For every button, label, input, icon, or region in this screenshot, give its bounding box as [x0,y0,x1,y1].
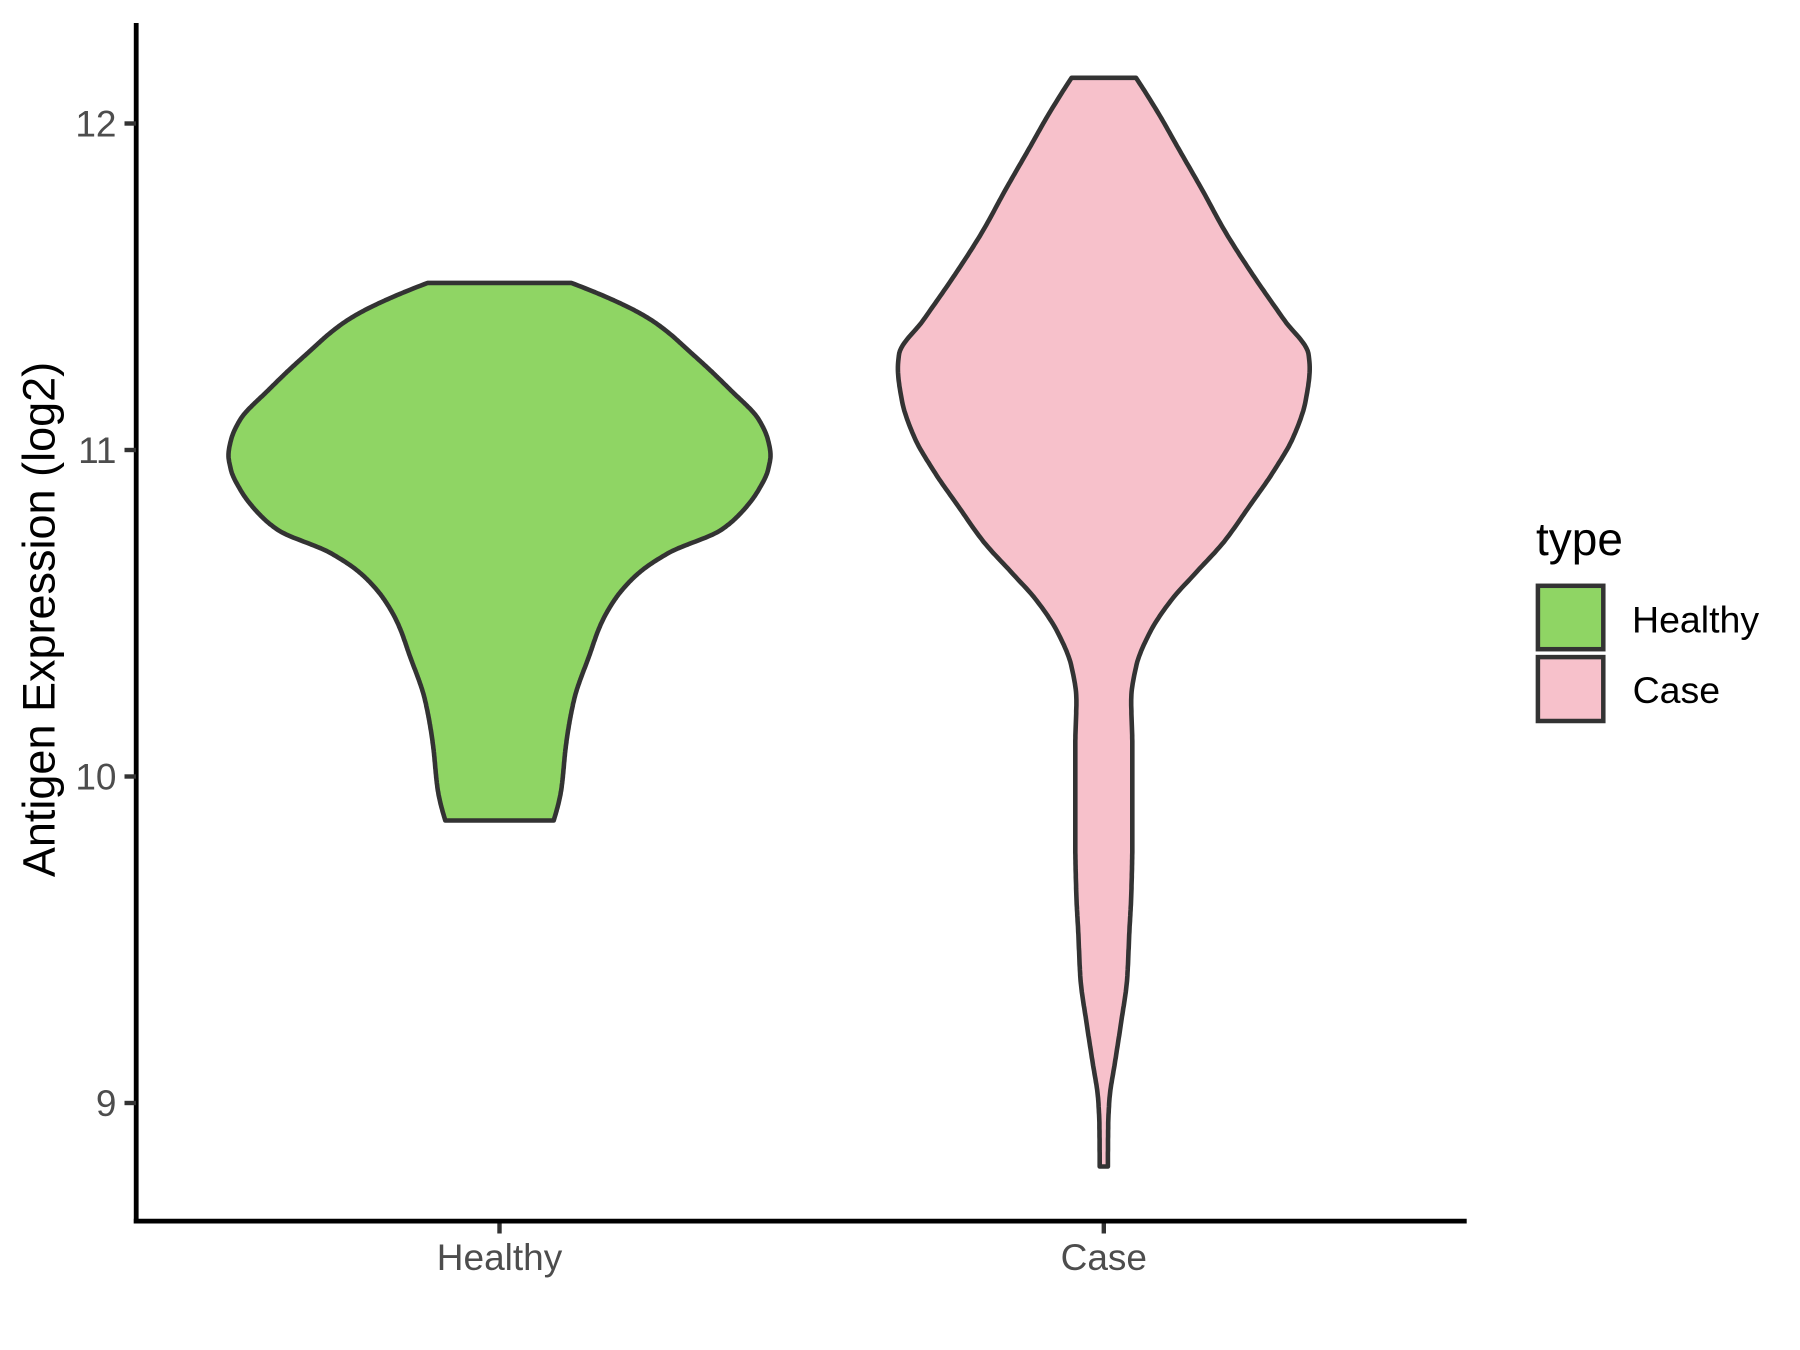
svg-text:11: 11 [78,430,116,471]
svg-text:type: type [1536,513,1623,565]
svg-text:Healthy: Healthy [1632,599,1759,641]
svg-text:10: 10 [75,757,116,798]
svg-text:Case: Case [1633,669,1721,711]
svg-text:12: 12 [75,104,116,145]
svg-text:Antigen Expression (log2): Antigen Expression (log2) [14,362,65,877]
svg-text:9: 9 [96,1083,117,1124]
svg-text:Healthy: Healthy [437,1237,563,1278]
svg-text:Case: Case [1061,1237,1147,1278]
